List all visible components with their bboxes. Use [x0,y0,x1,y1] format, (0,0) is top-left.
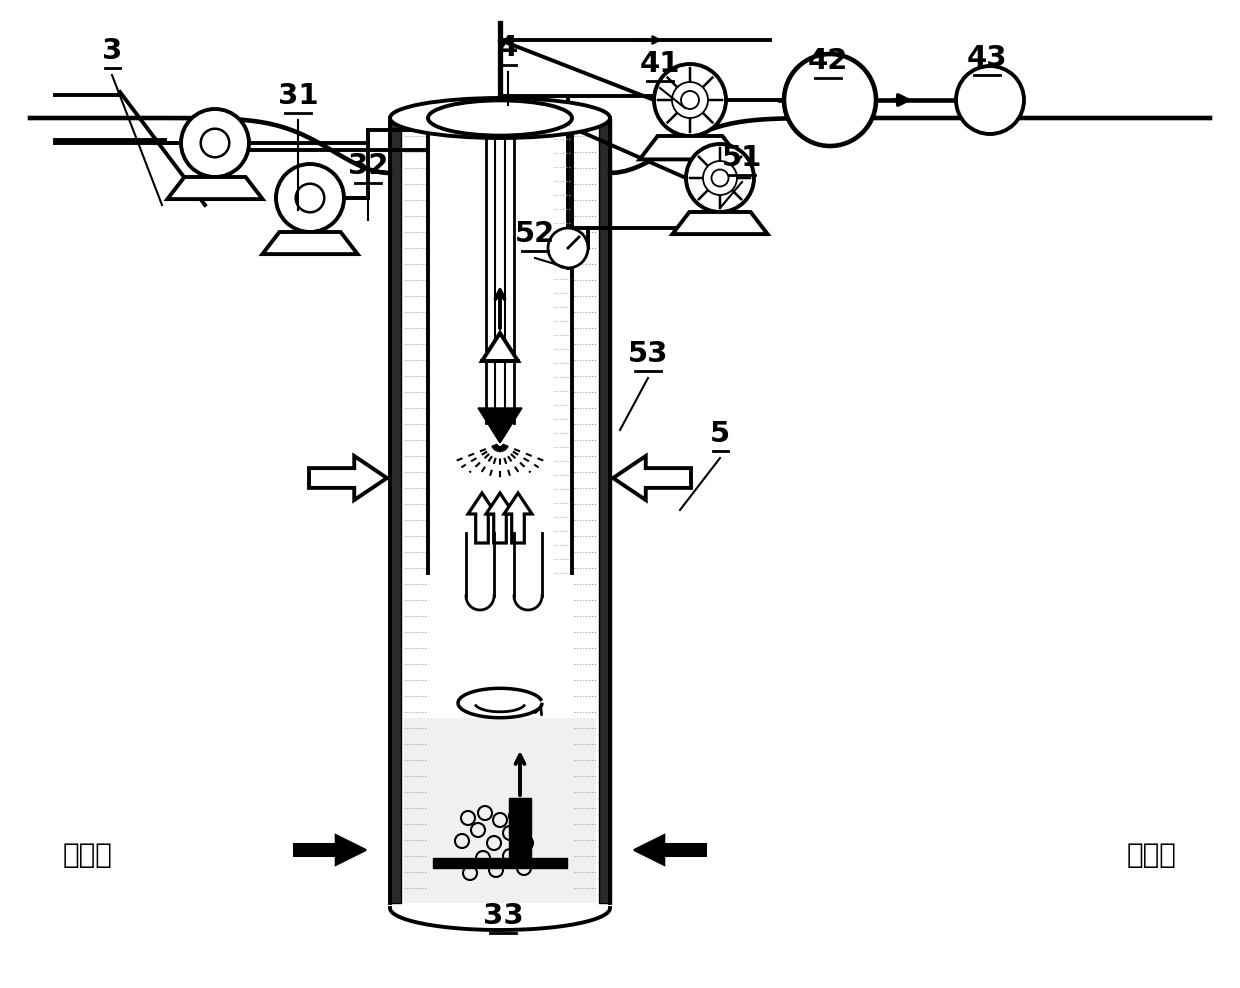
Circle shape [277,164,343,232]
Circle shape [784,54,875,146]
Text: 42: 42 [807,47,848,75]
Polygon shape [167,177,263,200]
Bar [389,118,401,903]
Bar [599,118,611,903]
Text: 31: 31 [278,82,319,110]
Text: 53: 53 [627,340,668,368]
Text: 5: 5 [711,420,730,448]
Circle shape [181,109,249,177]
Text: 41: 41 [640,50,681,78]
Circle shape [653,64,725,136]
Polygon shape [613,456,691,500]
Circle shape [295,184,325,212]
Circle shape [201,128,229,157]
Text: 52: 52 [515,220,556,248]
Polygon shape [482,333,518,361]
Polygon shape [391,903,610,930]
Bar [508,798,531,858]
Polygon shape [486,493,515,543]
Text: 水头线: 水头线 [1127,841,1177,869]
Polygon shape [477,408,522,443]
Polygon shape [634,835,706,865]
Ellipse shape [391,98,610,138]
Circle shape [548,228,588,268]
Polygon shape [291,187,329,209]
Circle shape [956,66,1024,134]
Polygon shape [263,232,357,254]
Text: 43: 43 [967,44,1007,72]
Text: 33: 33 [482,902,523,930]
Circle shape [681,91,699,109]
Circle shape [712,170,729,187]
Polygon shape [467,493,496,543]
Polygon shape [309,456,387,500]
Polygon shape [640,136,740,159]
Ellipse shape [428,101,572,135]
Text: 水头线: 水头线 [63,841,113,869]
Text: 32: 32 [347,152,388,180]
Polygon shape [672,212,768,234]
Polygon shape [503,493,532,543]
Text: 4: 4 [498,34,518,62]
Circle shape [686,144,754,212]
Text: 3: 3 [102,37,123,65]
Bar [433,858,567,868]
Polygon shape [294,835,366,865]
Bar [404,718,596,903]
Text: 51: 51 [722,144,763,172]
